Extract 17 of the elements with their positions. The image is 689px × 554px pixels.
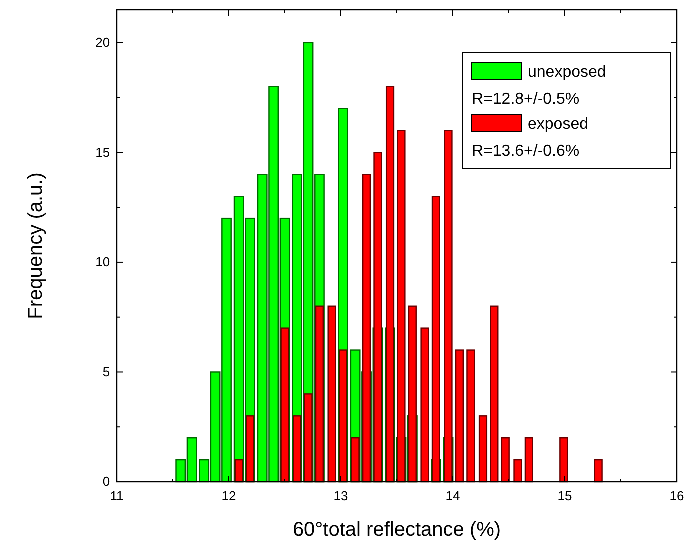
x-tick-label: 16	[670, 488, 684, 504]
annotation: R=12.8+/-0.5%	[472, 91, 580, 108]
annotation: R=13.6+/-0.6%	[472, 143, 580, 160]
legend-label: exposed	[528, 116, 588, 133]
y-tick-label: 15	[96, 144, 110, 160]
y-tick-label: 5	[102, 364, 110, 380]
x-tick-label: 12	[222, 488, 236, 504]
x-tick-label: 11	[110, 488, 124, 504]
y-tick-label: 10	[96, 254, 110, 270]
y-tick-label: 20	[96, 35, 110, 50]
y-tick-label: 0	[102, 474, 110, 490]
x-tick-label: 13	[334, 488, 348, 504]
x-axis-title: 60°total reflectance (%)	[292, 519, 502, 541]
x-tick-label: 15	[558, 488, 572, 504]
legend-label: unexposed	[528, 64, 606, 81]
x-tick-label: 14	[446, 488, 460, 504]
y-axis-title: Frequency (a.u.)	[25, 172, 47, 320]
